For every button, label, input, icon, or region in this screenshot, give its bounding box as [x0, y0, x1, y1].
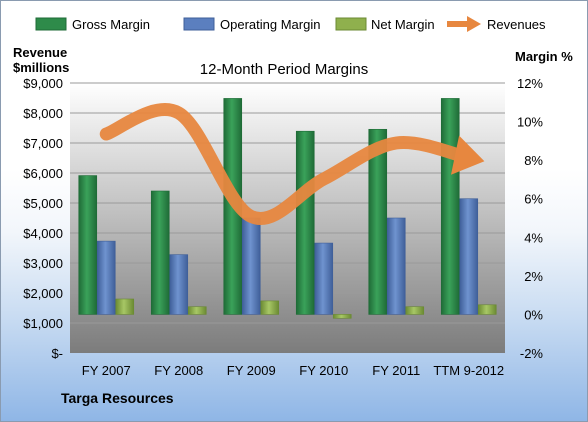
legend-label-revenues: Revenues: [487, 17, 546, 32]
left-tick-label: $1,000: [23, 316, 63, 331]
left-axis-label-line1: Revenue: [13, 45, 67, 60]
left-tick-label: $5,000: [23, 196, 63, 211]
revenue-line: [99, 103, 485, 225]
left-tick-label: $2,000: [23, 286, 63, 301]
right-tick-label: 6%: [524, 192, 543, 207]
right-tick-label: 2%: [524, 269, 543, 284]
bar-operating-margin: [241, 217, 261, 315]
bar-operating-margin: [314, 242, 334, 315]
left-tick-label: $7,000: [23, 136, 63, 151]
revenue-arrowhead: [450, 135, 485, 175]
bar-net-margin: [187, 306, 207, 315]
left-tick-label: $4,000: [23, 226, 63, 241]
legend-swatch-operating-margin: [183, 17, 215, 31]
left-tick-label: $6,000: [23, 166, 63, 181]
x-tick-label: FY 2010: [299, 363, 348, 378]
left-tick-label: $9,000: [23, 76, 63, 91]
company-name: Targa Resources: [61, 390, 174, 406]
x-tick-label: FY 2009: [227, 363, 276, 378]
x-tick-label: FY 2008: [154, 363, 203, 378]
left-tick-label: $8,000: [23, 106, 63, 121]
x-tick-label: TTM 9-2012: [433, 363, 504, 378]
bar-operating-margin: [96, 240, 116, 315]
legend: Gross Margin Operating Margin Net Margin…: [35, 16, 546, 32]
left-tick-label: $3,000: [23, 256, 63, 271]
bar-operating-margin: [386, 217, 406, 315]
left-tick-label: $-: [51, 346, 63, 361]
right-tick-label: 10%: [517, 115, 543, 130]
legend-swatch-revenues: [447, 16, 481, 32]
bar-net-margin: [477, 304, 497, 315]
bar-net-margin: [405, 306, 425, 315]
bar-gross-margin: [150, 190, 170, 315]
right-axis-label: Margin %: [515, 49, 573, 64]
x-tick-label: FY 2007: [82, 363, 131, 378]
x-tick-label: FY 2011: [372, 363, 420, 378]
plot-area: [70, 83, 505, 353]
legend-swatch-gross-margin: [35, 17, 67, 31]
bar-operating-margin: [169, 254, 189, 315]
legend-label-net-margin: Net Margin: [371, 17, 435, 32]
bar-net-margin: [332, 314, 352, 319]
axis-ticks: $- $1,000 $2,000 $3,000 $4,000 $5,000 $6,000 $7…: [23, 76, 543, 378]
left-axis-label-line2: $millions: [13, 60, 69, 75]
bar-operating-margin: [459, 198, 479, 315]
legend-swatch-net-margin: [335, 17, 367, 31]
bar-net-margin: [115, 298, 135, 315]
chart-title: 12-Month Period Margins: [200, 61, 368, 78]
bar-gross-margin: [78, 175, 98, 315]
right-tick-label: 12%: [517, 76, 543, 91]
bar-gross-margin: [440, 98, 460, 315]
right-tick-label: 8%: [524, 153, 543, 168]
right-tick-label: 4%: [524, 230, 543, 245]
legend-label-operating-margin: Operating Margin: [220, 17, 320, 32]
bar-gross-margin: [368, 128, 388, 315]
legend-label-gross-margin: Gross Margin: [72, 17, 150, 32]
right-tick-label: 0%: [524, 307, 543, 322]
bar-gross-margin: [295, 130, 315, 315]
right-tick-label: -2%: [520, 346, 544, 361]
bar-net-margin: [260, 300, 280, 315]
